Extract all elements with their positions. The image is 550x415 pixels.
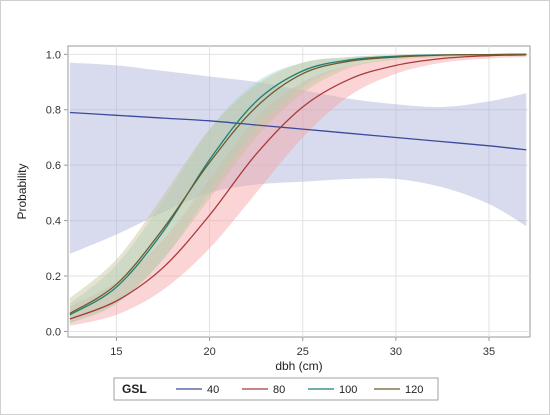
series-line-120 [69,53,527,314]
legend-label-40: 40 [207,384,219,396]
y-tick-label: 0.6 [46,160,61,172]
x-axis-label: dbh (cm) [275,359,322,373]
confidence-band-100 [69,54,527,324]
x-tick-label: 20 [203,346,215,358]
y-tick-label: 1.0 [46,49,61,61]
confidence-band-40 [69,62,527,254]
y-tick-label: 0.8 [46,105,61,117]
legend-title: GSL [122,382,147,396]
x-tick-label: 25 [297,346,309,358]
legend-label-120: 120 [405,384,423,396]
plot-area: 15 20 25 30 35 0.0 0.2 0.4 0.6 0.8 1.0 [46,45,531,358]
x-tick-label: 30 [390,346,402,358]
legend-label-80: 80 [273,384,285,396]
legend-box [113,377,439,401]
legend-label-100: 100 [339,384,357,396]
x-tick-label: 15 [110,346,122,358]
legend: GSL 40 80 100 120 [113,377,439,401]
confidence-band-80 [69,54,527,326]
series-line-40 [69,111,527,151]
series-line-80 [69,54,527,320]
y-tick-label: 0.4 [46,216,61,228]
confidence-band-120 [69,54,527,324]
y-axis-label: Probability [15,163,29,219]
plot-background [67,45,531,338]
x-tick-label: 35 [483,346,495,358]
y-tick-label: 0.2 [46,271,61,283]
y-tick-label: 0.0 [46,326,61,338]
